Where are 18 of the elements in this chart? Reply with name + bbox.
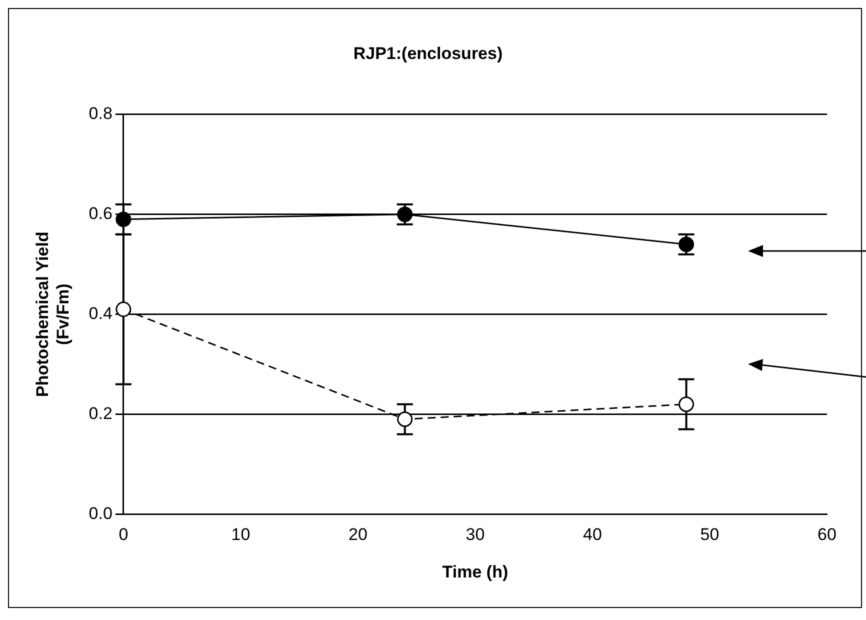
y-tick-label: 0.2 [88, 404, 112, 423]
chart-title: RJP1:(enclosures) [353, 44, 503, 63]
y-axis-title: Photochemical Yield (Fv/Fm) [32, 232, 72, 397]
point [678, 396, 694, 412]
x-tick-label: 60 [818, 525, 836, 544]
y-tick-label: 0.0 [88, 504, 112, 523]
x-tick-label: 30 [466, 525, 485, 544]
x-axis-title: Time (h) [442, 562, 508, 582]
x-tick-label: 40 [583, 525, 602, 544]
x-tick-label: 10 [231, 525, 250, 544]
x-tick-label: 0 [118, 525, 128, 544]
point [116, 302, 132, 318]
y-tick-label: 0.8 [88, 104, 112, 124]
x-tick-label: 20 [348, 525, 368, 544]
x-tick-label: 50 [700, 525, 720, 544]
y-tick-label: 0.6 [88, 204, 112, 224]
point [397, 412, 413, 427]
y-tick-label: 0.4 [88, 304, 112, 323]
